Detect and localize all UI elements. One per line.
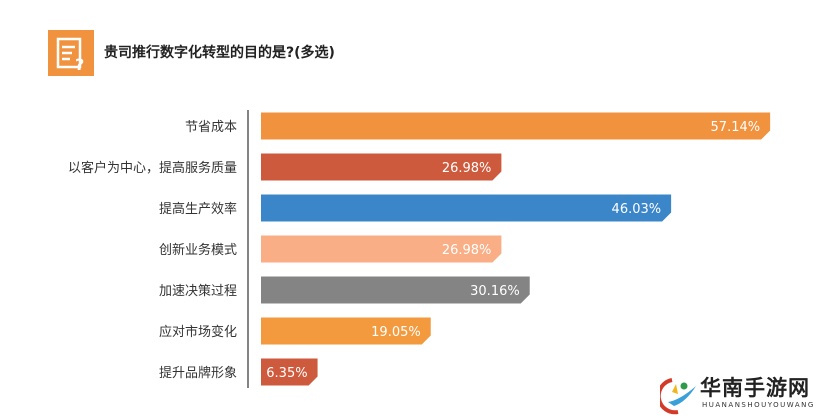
value-label: 26.98%	[442, 161, 492, 176]
bar	[261, 276, 530, 304]
logo-subtitle: HUANANSHOUYOUWANG	[702, 401, 815, 409]
svg-text:?: ?	[75, 55, 84, 74]
value-label: 26.98%	[442, 243, 492, 258]
bar	[261, 112, 771, 140]
value-label: 46.03%	[612, 202, 662, 217]
bar	[261, 317, 431, 345]
category-label: 以客户为中心，提高服务质量	[68, 160, 237, 176]
category-label: 节省成本	[185, 120, 237, 135]
value-label: 57.14%	[711, 120, 761, 135]
category-label: 应对市场变化	[159, 324, 237, 340]
value-label: 19.05%	[371, 325, 421, 340]
value-label: 30.16%	[470, 284, 520, 299]
category-label: 提高生产效率	[159, 201, 237, 217]
logo-icon	[656, 378, 696, 415]
watermark-logo: 华南手游网 HUANANSHOUYOUWANG	[656, 372, 824, 416]
bar	[261, 153, 502, 181]
bar	[261, 194, 672, 222]
value-label: 6.35%	[266, 366, 307, 381]
category-label: 创新业务模式	[159, 242, 237, 258]
bar	[261, 235, 502, 263]
survey-question-icon: ?	[48, 30, 94, 76]
bar	[261, 358, 318, 386]
chart-title: 贵司推行数字化转型的目的是?(多选)	[104, 45, 335, 61]
category-label: 提升品牌形象	[159, 365, 237, 381]
category-label: 加速决策过程	[159, 283, 237, 299]
logo-text: 华南手游网	[700, 376, 810, 400]
